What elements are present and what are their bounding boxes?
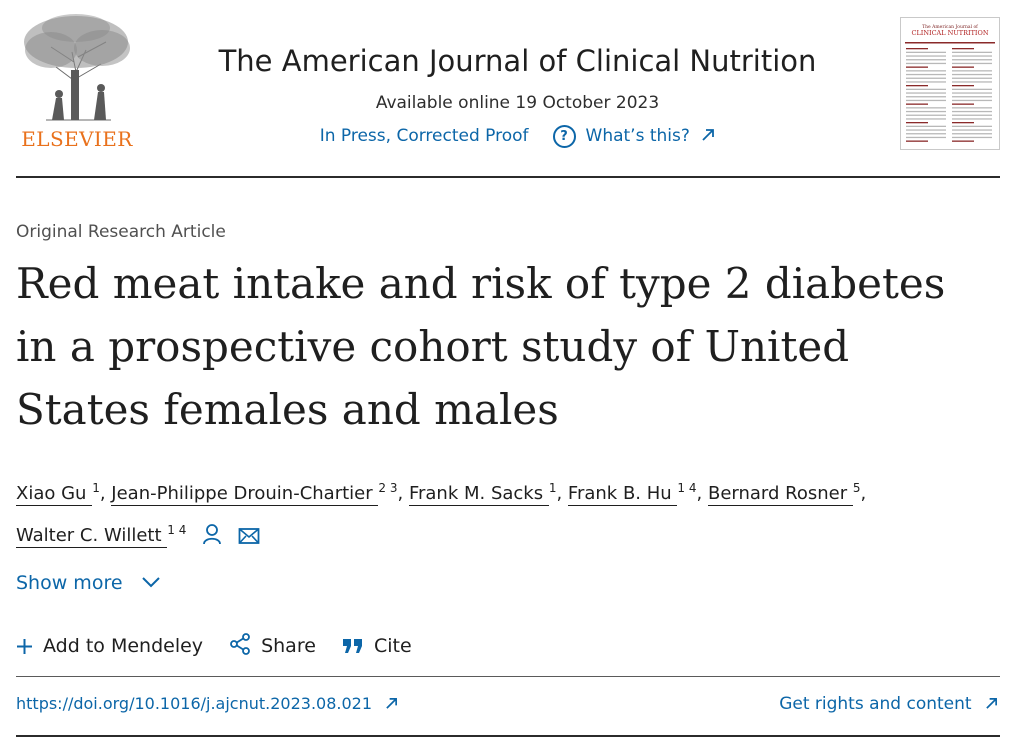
author-affiliation[interactable]: 1 — [92, 481, 100, 495]
available-online-date: Available online 19 October 2023 — [375, 93, 660, 113]
journal-title[interactable]: The American Journal of Clinical Nutriti… — [218, 44, 817, 78]
cover-title-line1: The American Journal of — [922, 24, 978, 30]
author-item[interactable]: Walter C. Willett 1 4 — [16, 523, 187, 548]
author-list: Xiao Gu 1, Jean-Philippe Drouin-Chartier 2… — [16, 481, 867, 548]
footer-divider — [16, 735, 1000, 737]
question-circle-icon[interactable]: ? — [552, 125, 576, 148]
external-arrow-icon — [702, 129, 715, 141]
actions-divider — [16, 676, 1000, 677]
author-name[interactable]: Bernard Rosner — [707, 483, 853, 506]
tree-logo-icon — [24, 14, 130, 121]
article-title: Red meat intake and risk of type 2 diabe… — [16, 259, 946, 434]
share-label: Share — [261, 635, 316, 657]
author-item[interactable]: Frank B. Hu 1 4 — [567, 481, 697, 506]
author-name[interactable]: Frank B. Hu — [567, 483, 678, 506]
chevron-down-icon[interactable] — [141, 576, 161, 588]
cite-label: Cite — [373, 635, 412, 657]
cite-button[interactable]: Cite — [342, 635, 412, 657]
person-icon[interactable] — [202, 523, 222, 545]
external-arrow-icon — [986, 698, 997, 709]
envelope-icon[interactable] — [238, 527, 260, 545]
author-affiliation[interactable]: 1 — [548, 481, 557, 495]
share-icon — [230, 633, 250, 655]
quote-icon — [342, 639, 362, 653]
author-name[interactable]: Xiao Gu — [16, 483, 93, 506]
publisher-wordmark: ELSEVIER — [21, 127, 133, 151]
whats-this-link[interactable]: What’s this? — [585, 126, 690, 146]
author-item[interactable]: Xiao Gu 1 — [16, 481, 100, 506]
author-affiliation[interactable]: 2 3 — [378, 481, 398, 495]
header-divider — [16, 176, 1000, 178]
elsevier-logo[interactable]: ELSEVIER — [16, 12, 138, 152]
add-to-mendeley-label: Add to Mendeley — [43, 635, 204, 657]
add-to-mendeley-button[interactable]: Add to Mendeley — [16, 635, 203, 657]
author-affiliation[interactable]: 5 — [852, 481, 861, 495]
author-item[interactable]: Bernard Rosner 5 — [707, 481, 861, 506]
journal-cover-thumbnail[interactable]: The American Journal of CLINICAL NUTRITI… — [900, 17, 1000, 150]
rights-link[interactable]: Get rights and content — [779, 694, 998, 714]
show-more-toggle[interactable]: Show more — [16, 572, 161, 594]
author-item[interactable]: Frank M. Sacks 1 — [408, 481, 557, 506]
rights-text[interactable]: Get rights and content — [779, 694, 972, 714]
doi-link[interactable]: https://doi.org/10.1016/j.ajcnut.2023.08… — [16, 694, 398, 713]
cover-title-line2: CLINICAL NUTRITION — [911, 29, 988, 37]
journal-header: ELSEVIER The American Journal of Clinica… — [0, 0, 1015, 178]
in-press-link[interactable]: In Press, Corrected Proof — [319, 126, 529, 146]
publication-status-row: In Press, Corrected Proof? What’s this? — [170, 125, 865, 148]
author-item[interactable]: Jean-Philippe Drouin-Chartier 2 3 — [111, 481, 398, 506]
author-affiliation[interactable]: 1 4 — [167, 523, 187, 537]
external-arrow-icon — [386, 698, 398, 709]
plus-icon — [17, 639, 32, 654]
author-name[interactable]: Walter C. Willett — [16, 525, 168, 548]
show-more-label[interactable]: Show more — [16, 572, 123, 594]
doi-text[interactable]: https://doi.org/10.1016/j.ajcnut.2023.08… — [16, 694, 373, 713]
author-name[interactable]: Frank M. Sacks — [408, 483, 549, 506]
author-affiliation[interactable]: 1 4 — [677, 481, 697, 495]
author-name[interactable]: Jean-Philippe Drouin-Chartier — [111, 483, 379, 506]
article-actions: Add to Mendeley Share Cite — [16, 633, 432, 657]
share-button[interactable]: Share — [229, 633, 316, 657]
article-type: Original Research Article — [16, 222, 226, 242]
